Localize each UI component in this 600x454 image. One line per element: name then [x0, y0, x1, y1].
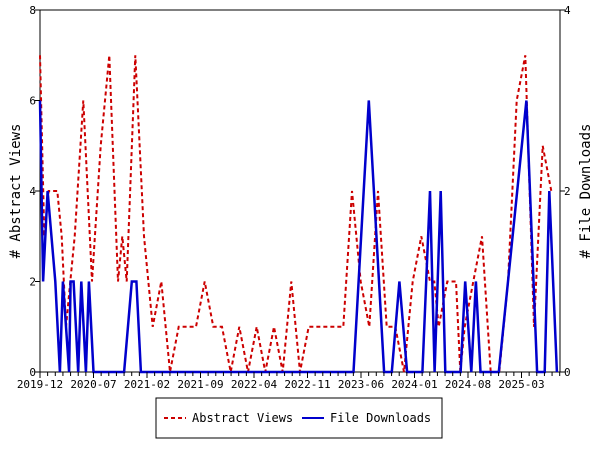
y-right-tick-label: 2: [564, 185, 571, 198]
legend-file-downloads-label: File Downloads: [330, 411, 431, 425]
legend-abstract-views-label: Abstract Views: [192, 411, 293, 425]
x-tick-label: 2021-09: [177, 378, 223, 391]
axis-layer: 0 2 4 6 8 0 2 4 2019-12 2020-07 2021-02 2021-09 2022…: [17, 4, 571, 391]
x-tick-label: 2022-04: [231, 378, 278, 391]
legend-box: [155, 397, 443, 439]
x-tick-label: 2025-03: [498, 378, 544, 391]
series-line-file-downloads: [38, 100, 559, 374]
x-tick-label: 2020-07: [70, 378, 116, 391]
x-tick-label: 2023-06: [338, 378, 384, 391]
x-tick-label: 2022-11: [284, 378, 330, 391]
y-left-axis-label: # Abstract Views: [8, 124, 24, 259]
x-tick-label: 2024-01: [391, 378, 437, 391]
x-tick-label: 2019-12: [17, 378, 63, 391]
x-tick-label: 2021-02: [124, 378, 170, 391]
y-left-tick-label: 4: [29, 185, 36, 198]
legend: Abstract Views File Downloads: [155, 397, 443, 439]
y-right-tick-label: 4: [564, 4, 571, 17]
y-left-tick-label: 6: [29, 95, 36, 108]
y-left-tick-label: 2: [29, 276, 36, 289]
y-right-tick-label: 0: [564, 366, 571, 379]
x-tick-label: 2024-08: [445, 378, 491, 391]
y-right-axis-label: # File Downloads: [578, 124, 594, 259]
series-layer: [38, 55, 559, 374]
y-left-tick-label: 8: [29, 4, 36, 17]
y-left-tick-label: 0: [29, 366, 36, 379]
plot-frame: [39, 9, 561, 373]
